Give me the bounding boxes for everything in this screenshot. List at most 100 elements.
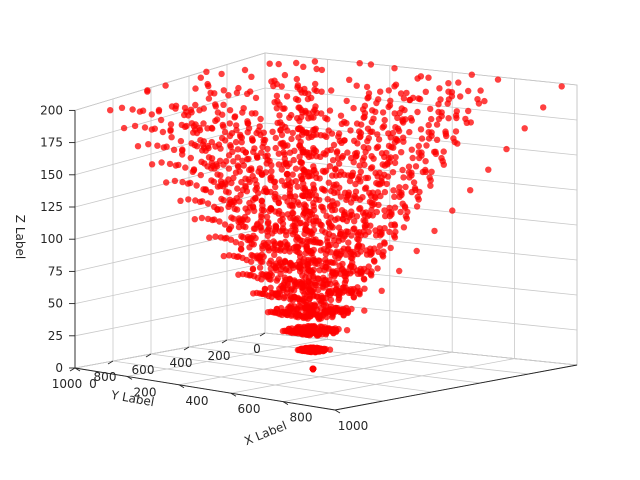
data-point-1294 [253, 289, 260, 297]
data-point-1598 [246, 199, 253, 207]
data-point-1122 [253, 152, 260, 159]
data-point-1169 [129, 106, 136, 113]
data-point-1563 [321, 308, 328, 315]
data-point-2001 [307, 250, 314, 257]
data-point-1555 [326, 203, 334, 210]
data-point-1479 [321, 187, 328, 194]
data-point-1089 [234, 185, 241, 192]
data-point-1059 [300, 185, 307, 192]
data-point-1254 [367, 192, 375, 199]
data-point-1693 [264, 152, 271, 159]
data-point-1574 [364, 95, 371, 102]
data-point-1856 [303, 129, 310, 136]
x-tick-mark [282, 401, 289, 405]
data-point-1274 [235, 84, 242, 92]
data-point-1573 [360, 114, 367, 121]
data-point-582 [295, 134, 302, 141]
data-point-1867 [227, 236, 235, 243]
data-point-773 [191, 216, 198, 223]
data-point-1948 [327, 146, 335, 154]
data-point-1736 [220, 161, 227, 168]
data-point-388 [381, 116, 388, 124]
gridline-x-floor [282, 358, 515, 402]
data-point-806 [248, 166, 255, 174]
data-point-627 [233, 126, 240, 134]
data-point-1593 [286, 303, 293, 311]
data-point-1139 [437, 96, 444, 103]
data-point-1661 [172, 162, 179, 169]
data-point-833 [230, 215, 237, 222]
data-point-719 [453, 114, 460, 122]
data-point-1911 [324, 259, 332, 266]
data-point-1384 [290, 287, 298, 294]
data-point-1572 [356, 134, 363, 141]
data-point-1332 [286, 114, 293, 121]
data-point-2029 [294, 295, 302, 303]
data-point-1904 [185, 112, 192, 119]
data-point-2017 [265, 219, 272, 226]
data-point-834 [220, 197, 227, 204]
data-point-1929 [390, 187, 397, 194]
data-point-2086 [317, 345, 324, 352]
data-point-839 [172, 105, 179, 112]
data-point-1630 [485, 166, 492, 173]
tick-labels: 0 200 400 600 800 1000 0 200 400 600 800 1000 0 25 50 7… [40, 103, 368, 433]
data-point-1871 [182, 164, 189, 171]
y-tick-label-400: 400 [170, 356, 193, 370]
data-point-881 [299, 175, 306, 183]
x-tick-label-400: 400 [186, 394, 209, 408]
data-point-1588 [462, 115, 469, 123]
data-point-837 [191, 141, 198, 149]
data-point-1866 [239, 254, 246, 262]
data-point-1092 [209, 125, 216, 132]
data-point-832 [240, 234, 247, 241]
data-point-1865 [250, 273, 258, 280]
y-tick-mark [107, 360, 114, 365]
data-point-929 [356, 60, 363, 67]
data-point-1571 [352, 153, 359, 160]
data-point-268 [276, 112, 283, 119]
data-point-1699 [335, 291, 342, 298]
data-point-1698 [328, 310, 336, 317]
data-point-989 [260, 129, 267, 136]
data-point-2080 [288, 179, 295, 186]
data-point-1708 [392, 124, 399, 131]
data-point-2024 [218, 70, 225, 78]
data-point-1988 [286, 202, 293, 209]
data-point-2076 [297, 253, 304, 260]
data-point-2005 [306, 173, 313, 180]
data-point-1838 [266, 224, 273, 231]
data-point-1552 [322, 250, 330, 258]
data-point-1447 [400, 224, 408, 231]
data-point-1724 [269, 128, 276, 135]
gridline-z-left [74, 227, 266, 272]
data-point-2051 [312, 125, 319, 132]
data-point-1783 [365, 145, 372, 152]
y-tick-mark [183, 346, 190, 351]
data-point-1497 [334, 148, 341, 155]
data-point-1391 [258, 149, 265, 156]
data-point-1578 [344, 309, 351, 316]
data-point-1703 [360, 217, 367, 224]
data-point-1302 [145, 141, 152, 148]
data-point-1133 [382, 212, 389, 220]
data-point-389 [387, 97, 394, 105]
data-point-1629 [467, 187, 474, 194]
data-point-1780 [353, 195, 360, 202]
data-point-1663 [148, 126, 155, 133]
gridline-x-floor [230, 351, 453, 394]
data-point-1032 [364, 138, 371, 145]
data-point-1863 [274, 309, 281, 317]
data-point-715 [412, 186, 419, 193]
data-point-505 [335, 160, 343, 167]
x-axis-line [334, 364, 578, 411]
data-point-2053 [312, 80, 319, 88]
data-point-1463 [250, 204, 257, 211]
data-point-1915 [334, 189, 341, 196]
gridline-z-right [264, 52, 578, 86]
data-point-1946 [325, 179, 332, 186]
z-tick-label-200: 200 [40, 103, 63, 117]
data-point-710 [361, 276, 368, 283]
data-point-1135 [400, 174, 407, 181]
